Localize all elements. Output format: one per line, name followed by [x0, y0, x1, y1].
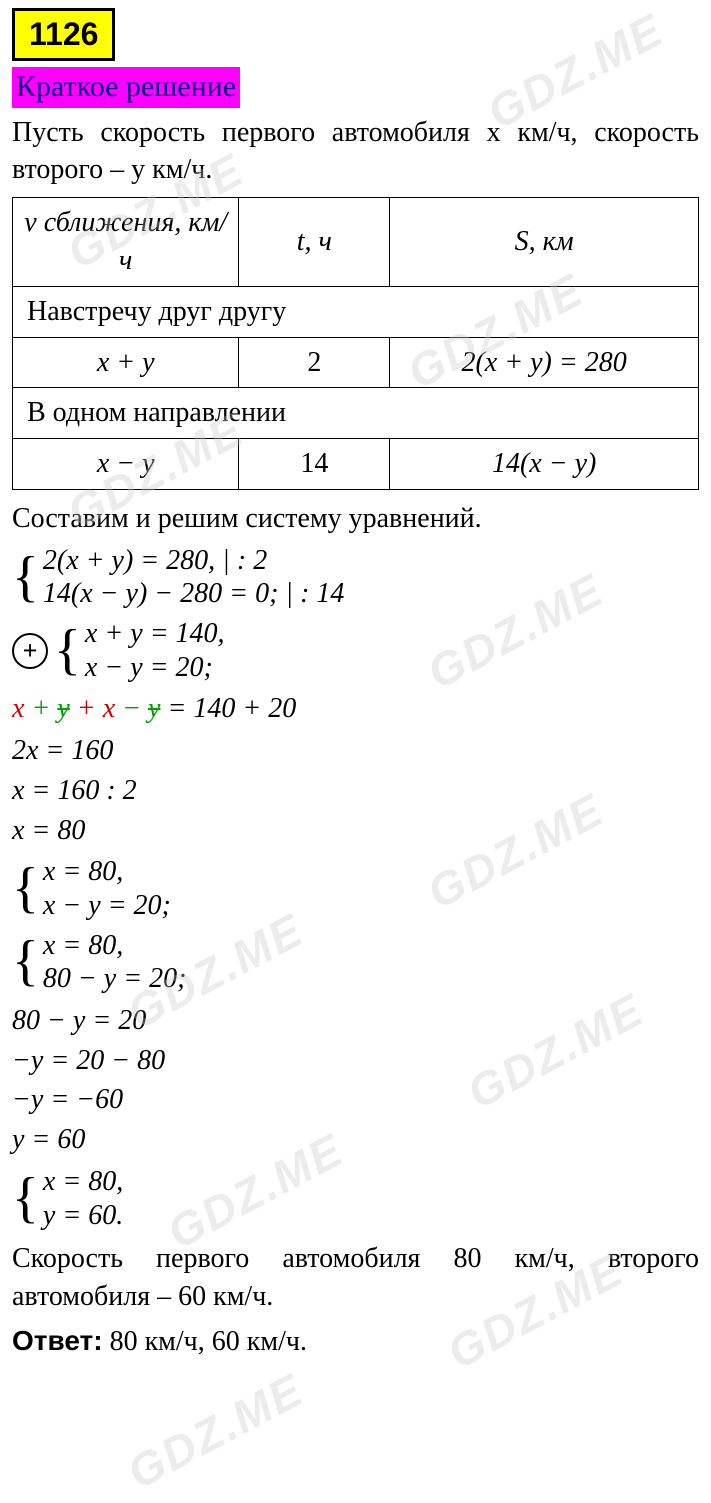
equation-system-2: + { x + y = 140, x − y = 20; — [12, 617, 699, 684]
table-cell: 14(x − y) — [390, 439, 699, 490]
equation-system-3: { x = 80, x − y = 20; — [12, 855, 699, 922]
equation-line: x = 80, — [43, 855, 171, 889]
equation-system-1: { 2(x + y) = 280, | : 2 14(x − y) − 280 … — [12, 544, 699, 611]
equation-system-4: { x = 80, 80 − y = 20; — [12, 929, 699, 996]
table-cell: 2(x + y) = 280 — [390, 337, 699, 388]
problem-number: 1126 — [12, 8, 115, 61]
equation-line: x − y = 20; — [43, 889, 171, 923]
table-header-cell: S, км — [390, 198, 699, 287]
work-line: y = 60 — [12, 1121, 699, 1159]
equation-line: 2(x + y) = 280, | : 2 — [43, 544, 345, 578]
equation-line: x + y = 140, — [85, 617, 225, 651]
solution-title: Краткое решение — [12, 67, 240, 108]
table-cell: 14 — [239, 439, 390, 490]
answer-label: Ответ: — [12, 1325, 103, 1356]
work-line: 80 − y = 20 — [12, 1002, 699, 1040]
watermark: GDZ.ME — [117, 1359, 315, 1503]
rhs: = 140 + 20 — [160, 693, 296, 724]
intro-text: Пусть скорость первого автомобиля x км/ч… — [12, 114, 699, 190]
work-line: −y = 20 − 80 — [12, 1042, 699, 1080]
table-section-title: Навстречу друг другу — [13, 286, 699, 337]
table-cell: 2 — [239, 337, 390, 388]
table-row: x + y 2 2(x + y) = 280 — [13, 337, 699, 388]
table-section-title: В одном направлении — [13, 388, 699, 439]
work-line: 2x = 160 — [12, 732, 699, 770]
plus-circle-icon: + — [12, 633, 48, 669]
op-minus: − — [115, 693, 148, 724]
work-line: x = 160 : 2 — [12, 772, 699, 810]
brace-icon: { — [12, 929, 39, 996]
table-cell: x + y — [13, 337, 239, 388]
table-row: v сближения, км/ч t, ч S, км — [13, 198, 699, 287]
work-line: −y = −60 — [12, 1081, 699, 1119]
data-table: v сближения, км/ч t, ч S, км Навстречу д… — [12, 197, 699, 490]
equation-line: x = 80, — [43, 929, 187, 963]
equation-line: y = 60. — [43, 1199, 123, 1233]
equation-line: x = 80, — [43, 1165, 123, 1199]
equation-line: 80 − y = 20; — [43, 962, 187, 996]
compose-label: Составим и решим систему уравнений. — [12, 500, 699, 538]
answer-row: Ответ: 80 км/ч, 60 км/ч. — [12, 1322, 699, 1361]
brace-icon: { — [12, 1165, 39, 1232]
term-y2: y — [148, 693, 160, 724]
work-line: x = 80 — [12, 812, 699, 850]
table-row: x − y 14 14(x − y) — [13, 439, 699, 490]
brace-icon: { — [12, 855, 39, 922]
colored-addition-line: x + y + x − y = 140 + 20 — [12, 690, 699, 728]
term-x2: x — [103, 693, 115, 724]
table-row: В одном направлении — [13, 388, 699, 439]
conclusion-text: Скорость первого автомобиля 80 км/ч, вто… — [12, 1240, 699, 1316]
table-row: Навстречу друг другу — [13, 286, 699, 337]
equation-system-5: { x = 80, y = 60. — [12, 1165, 699, 1232]
equation-line: 14(x − y) − 280 = 0; | : 14 — [43, 577, 345, 611]
term-x1: x — [12, 693, 24, 724]
brace-icon: { — [54, 617, 81, 684]
answer-value: 80 км/ч, 60 км/ч. — [103, 1326, 307, 1357]
table-header-cell: v сближения, км/ч — [13, 198, 239, 287]
table-header-cell: t, ч — [239, 198, 390, 287]
op-plus2: + — [70, 693, 103, 724]
table-cell: x − y — [13, 439, 239, 490]
brace-icon: { — [12, 544, 39, 611]
term-y1: y — [57, 693, 69, 724]
equation-line: x − y = 20; — [85, 651, 225, 685]
op-plus1: + — [24, 693, 57, 724]
